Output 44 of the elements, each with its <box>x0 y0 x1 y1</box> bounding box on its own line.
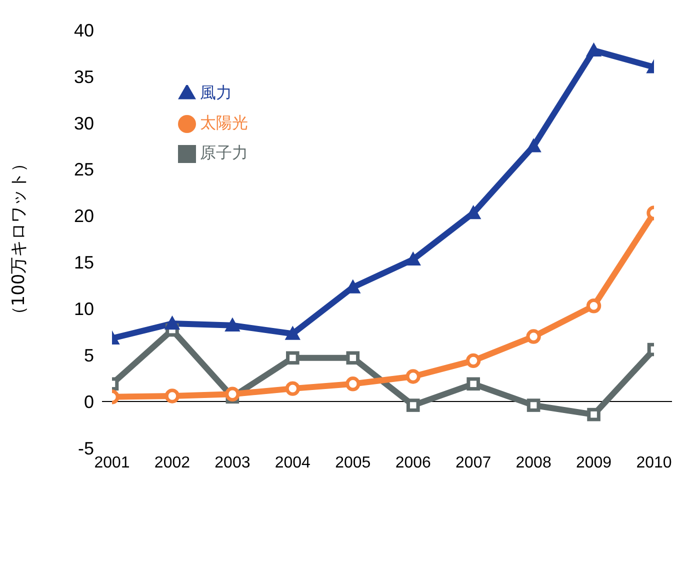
x-tick-label: 2005 <box>335 454 371 472</box>
y-tick-label: 40 <box>74 20 94 40</box>
point <box>586 42 602 57</box>
point <box>406 369 420 384</box>
point <box>285 326 300 340</box>
point <box>466 353 481 368</box>
point <box>526 329 541 344</box>
legend-label: 風力 <box>200 83 232 102</box>
y-tick-label: 0 <box>84 392 94 412</box>
legend-label: 太陽光 <box>200 113 248 132</box>
point <box>225 386 240 402</box>
point <box>346 376 360 392</box>
x-tick-label: 2003 <box>214 454 250 472</box>
y-tick-label: 5 <box>84 346 94 366</box>
point <box>164 388 180 404</box>
point <box>286 351 300 365</box>
point <box>406 398 420 412</box>
x-tick-label: 2008 <box>516 454 552 472</box>
x-tick-label: 2009 <box>576 454 612 472</box>
y-tick-label: 25 <box>74 160 94 180</box>
point <box>466 377 480 391</box>
y-tick-label: 15 <box>74 252 94 273</box>
point <box>586 298 602 314</box>
y-tick-label: -5 <box>78 438 94 458</box>
point <box>526 138 542 152</box>
x-tick-label: 2004 <box>274 454 311 472</box>
x-tick-label: 2010 <box>636 454 672 472</box>
x-tick-label: 2001 <box>94 454 130 472</box>
point <box>346 351 360 365</box>
legend-label: 原子力 <box>200 143 248 162</box>
point <box>587 408 600 422</box>
point <box>526 398 540 412</box>
x-tick-label: 2006 <box>395 454 432 472</box>
point <box>406 252 421 266</box>
y-axis-title: （100万キロワット） <box>9 154 30 324</box>
x-tick-label: 2007 <box>456 454 492 472</box>
y-tick-label: 20 <box>74 206 94 226</box>
y-tick-label: 10 <box>74 299 94 320</box>
y-tick-label: 35 <box>74 66 94 87</box>
point <box>224 318 240 332</box>
point <box>164 316 180 330</box>
point <box>285 381 300 396</box>
y-tick-label: 30 <box>74 113 94 134</box>
x-tick-label: 2002 <box>154 454 190 472</box>
